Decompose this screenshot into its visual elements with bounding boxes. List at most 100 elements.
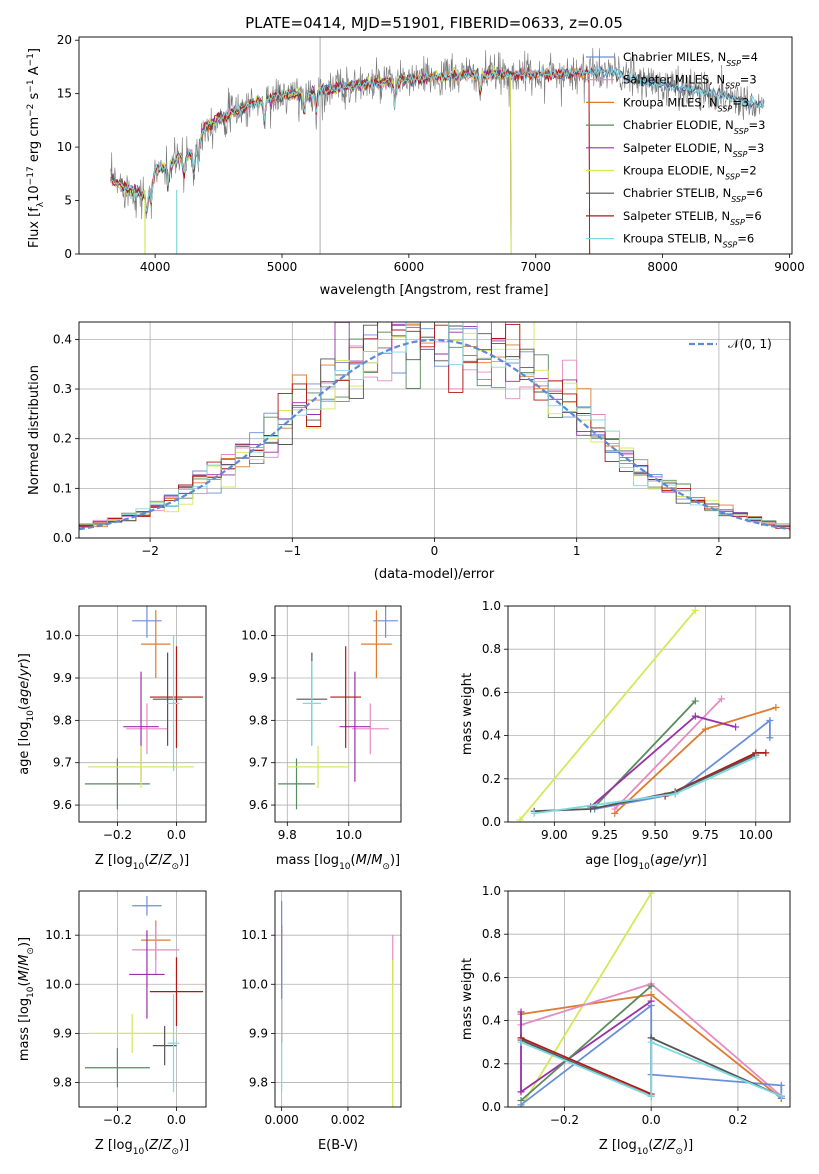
weight-marker-chabrier_elodie [647,982,655,990]
weight-marker-kroupa_stelib [671,790,679,798]
spectrum-title: PLATE=0414, MJD=51901, FIBERID=0633, z=0… [245,14,623,32]
weight-marker-kroupa_elodie [647,891,655,897]
y-tick-label: 9.7 [53,756,72,770]
y-tick-label: 0.6 [482,685,501,699]
y-tick-label: 9.8 [249,713,268,727]
y-tick-label: 0.8 [482,927,501,941]
weight-marker-salpeter_miles [718,695,726,703]
plot-area [516,606,780,822]
y-tick-label: 9.8 [53,1075,72,1089]
errorbar-salpeter_miles [351,703,389,755]
x-tick-label: 9000 [774,260,805,274]
weight-marker-salpeter_elodie [732,723,740,731]
y-tick-label: 0.1 [53,481,72,495]
weight-marker-chabrier_miles [647,1001,655,1009]
z-age-xlabel: Z [log10(Z/Z⊙)] [95,853,189,872]
weight-marker-chabrier_miles [766,716,774,724]
errorbar-salpeter_elodie [339,671,371,782]
histogram-kroupa_miles [79,322,790,528]
x-tick-label: 9.25 [591,828,618,842]
weight-line-salpeter_elodie [590,715,736,808]
x-tick-label: 7000 [520,260,551,274]
axes-frame [78,890,207,1108]
weight-marker-salpeter_elodie [691,712,699,720]
weight-marker-chabrier_miles [766,734,774,742]
errorbar-salpeter_miles [126,703,168,755]
y-tick-label: 0.6 [482,970,501,984]
axes-frame [78,605,207,823]
legend-label-chabrier_miles: Chabrier MILES, NSSP=4 [623,50,758,68]
residual-xlabel: (data-model)/error [374,567,495,582]
x-tick-label: −0.2 [103,828,132,842]
z-weight-ylabel: mass weight [460,958,475,1040]
errorbar-kroupa_elodie [87,1013,177,1053]
residual-panel: −2 −1 0 1 2 0.0 0.1 0.2 0.3 0.4 [53,321,791,558]
x-tick-label: 10.00 [739,828,773,842]
y-tick-label: 0 [64,247,72,261]
y-tick-label: 9.7 [249,756,268,770]
weight-marker-kroupa_stelib [530,809,538,817]
y-tick-label: 9.6 [249,798,268,812]
errorbar-salpeter_stelib [330,646,362,748]
x-tick-label: −0.2 [103,1113,132,1127]
spectrum-legend: Chabrier MILES, NSSP=4 Salpeter MILES, NS… [586,50,765,249]
y-tick-label: 15 [57,87,72,101]
weight-marker-chabrier_miles [517,1101,525,1107]
weight-marker-chabrier_elodie [691,697,699,705]
spectrum-ylabel: Flux [fλ10−17 erg cm−2 s−1 A−1] [26,48,46,248]
legend-label-chabrier_elodie: Chabrier ELODIE, NSSP=3 [623,118,765,136]
errorbar-chabrier_miles [373,606,398,638]
x-tick-label: 0.000 [264,1113,298,1127]
x-tick-label: 0.0 [642,1113,661,1127]
normal-curve [79,338,790,531]
spectrum-panel: 4000 5000 6000 7000 8000 9000 0 5 10 15 20 [57,33,805,274]
weight-marker-kroupa_stelib [752,753,760,761]
y-tick-label: 10.0 [241,629,268,643]
weight-line-kroupa_elodie [520,892,652,1107]
errorbar-kroupa_miles [141,610,171,678]
x-tick-label: 0.2 [728,1113,747,1127]
age-weight-ylabel: mass weight [460,673,475,755]
ebv-mass-panel: 0.000 0.002 9.8 9.9 10.0 10.1 [241,890,402,1127]
errorbar-kroupa_elodie [87,745,195,789]
errorbar-salpeter_stelib [149,646,204,748]
histogram-salpeter_stelib [79,322,790,529]
y-tick-label: 10.0 [45,977,72,991]
y-tick-label: 9.6 [53,798,72,812]
plot-area [84,606,204,810]
errorbar-chabrier_miles [132,895,162,916]
weight-line-kroupa_stelib [520,1040,782,1098]
plot-area [281,900,394,1107]
weight-marker-kroupa_miles [701,725,709,733]
y-tick-label: 9.9 [53,1026,72,1040]
plot-area [110,37,765,254]
weight-line-salpeter_stelib [520,1037,652,1095]
y-tick-label: 1.0 [482,884,501,898]
weight-marker-kroupa_miles [772,704,780,712]
weight-marker-chabrier_miles [777,1081,785,1089]
weight-marker-kroupa_stelib [517,1038,525,1046]
y-tick-label: 5 [64,194,72,208]
y-tick-label: 0.8 [482,642,501,656]
x-tick-label: 4000 [140,260,171,274]
weight-marker-kroupa_elodie [691,606,699,614]
age-weight-xlabel: age [log10(age/yr)] [585,853,707,872]
axes-frame [78,321,791,539]
x-tick-label: 0.002 [331,1113,365,1127]
residual-legend: 𝒩(0, 1) [689,337,772,351]
errorbar-kroupa_stelib [167,635,180,772]
x-tick-label: −2 [141,544,159,558]
age-weight-panel: 9.00 9.25 9.50 9.75 10.00 0.0 0.2 0.4 0.6 0.8 1.0 [482,599,791,842]
x-tick-label: 8000 [647,260,678,274]
errorbar-chabrier_elodie [84,758,150,810]
errorbar-kroupa_miles [361,610,392,678]
z-weight-xlabel: Z [log10(Z/Z⊙)] [599,1138,693,1157]
y-tick-label: 9.8 [53,713,72,727]
errorbar-chabrier_stelib [152,652,183,746]
legend-label-salpeter_elodie: Salpeter ELODIE, NSSP=3 [623,141,764,159]
legend-label-salpeter_miles: Salpeter MILES, NSSP=3 [623,73,757,91]
axes-frame [78,36,793,255]
y-tick-label: 20 [57,33,72,47]
axes-frame [507,605,791,823]
